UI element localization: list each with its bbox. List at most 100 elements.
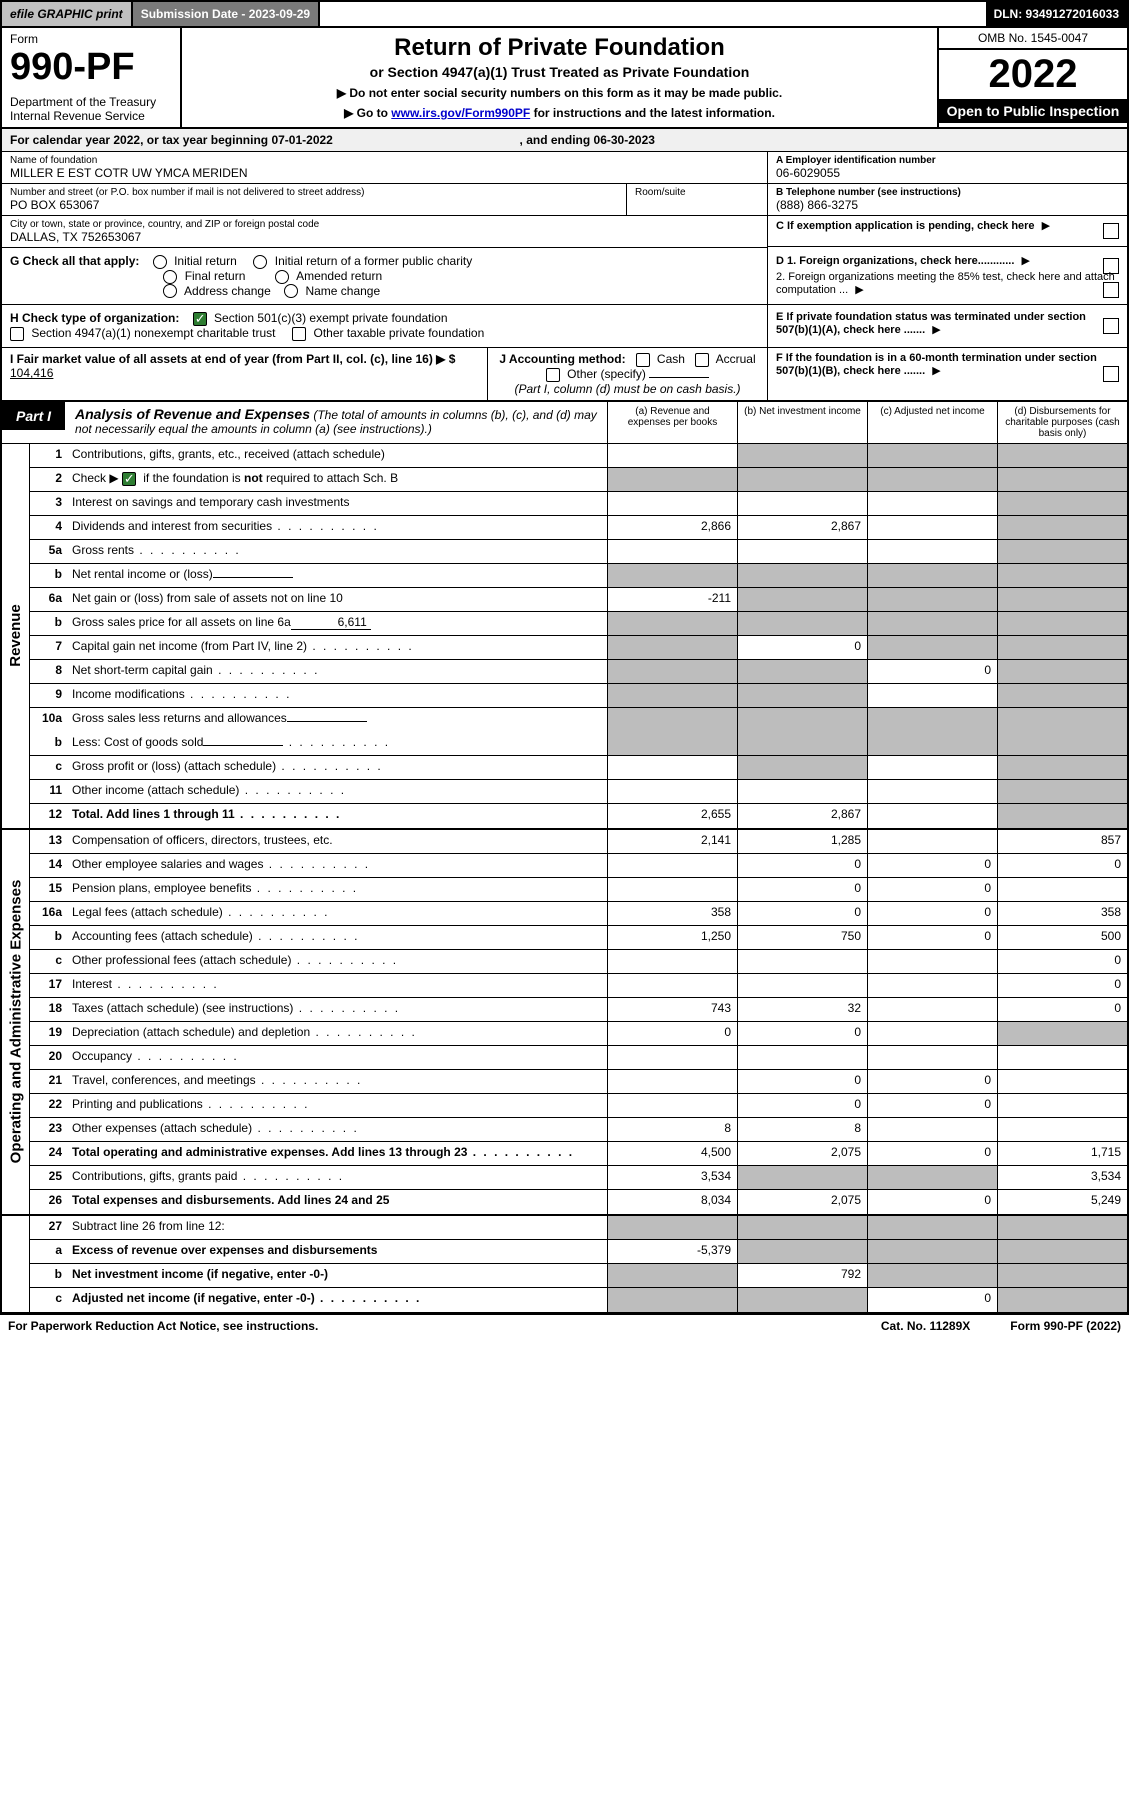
value-cell bbox=[867, 804, 997, 828]
value-cell bbox=[607, 444, 737, 467]
d1-checkbox[interactable] bbox=[1103, 258, 1119, 274]
revenue-section: Revenue 1Contributions, gifts, grants, e… bbox=[0, 444, 1129, 830]
other-specify-input[interactable] bbox=[649, 377, 709, 378]
city-value: DALLAS, TX 752653067 bbox=[10, 230, 759, 244]
table-row: 4Dividends and interest from securities2… bbox=[30, 516, 1127, 540]
value-cell bbox=[737, 756, 867, 779]
value-cell bbox=[607, 612, 737, 635]
line-number: 2 bbox=[30, 468, 66, 491]
value-cell bbox=[867, 540, 997, 563]
line-description: Net short-term capital gain bbox=[66, 660, 607, 683]
g-opt-5: Name change bbox=[305, 284, 380, 298]
value-cell bbox=[997, 1022, 1127, 1045]
col-b-header: (b) Net investment income bbox=[737, 402, 867, 443]
fmv-value: 104,416 bbox=[10, 366, 53, 380]
value-cell bbox=[867, 998, 997, 1021]
arrow-icon: ▶ bbox=[1021, 254, 1029, 267]
line-description: Other professional fees (attach schedule… bbox=[66, 950, 607, 973]
cash-checkbox[interactable] bbox=[636, 353, 650, 367]
cal-pre: For calendar year 2022, or tax year begi… bbox=[10, 133, 271, 147]
501c3-checkbox[interactable] bbox=[193, 312, 207, 326]
line-number: 3 bbox=[30, 492, 66, 515]
value-cell: 0 bbox=[867, 660, 997, 683]
value-cell bbox=[607, 1094, 737, 1117]
f-checkbox[interactable] bbox=[1103, 366, 1119, 382]
efile-print-button[interactable]: efile GRAPHIC print bbox=[2, 2, 133, 26]
cal-mid: , and ending bbox=[520, 133, 594, 147]
line-number: 19 bbox=[30, 1022, 66, 1045]
value-cell: 743 bbox=[607, 998, 737, 1021]
value-cell: 32 bbox=[737, 998, 867, 1021]
j-opt-2: Other (specify) bbox=[567, 367, 646, 381]
value-cell bbox=[867, 708, 997, 732]
value-cell bbox=[607, 468, 737, 491]
table-row: 15Pension plans, employee benefits00 bbox=[30, 878, 1127, 902]
value-cell bbox=[867, 974, 997, 997]
line-number: 15 bbox=[30, 878, 66, 901]
j-opt-1: Accrual bbox=[716, 352, 756, 366]
line-number: a bbox=[30, 1240, 66, 1263]
line-description: Printing and publications bbox=[66, 1094, 607, 1117]
name-change-checkbox[interactable] bbox=[284, 284, 298, 298]
other-taxable-checkbox[interactable] bbox=[292, 327, 306, 341]
table-row: 18Taxes (attach schedule) (see instructi… bbox=[30, 998, 1127, 1022]
line-number: 26 bbox=[30, 1190, 66, 1214]
value-cell: 0 bbox=[867, 1142, 997, 1165]
section-h-e: H Check type of organization: Section 50… bbox=[0, 305, 1129, 348]
inline-value bbox=[203, 745, 283, 746]
value-cell bbox=[867, 684, 997, 707]
value-cell bbox=[997, 708, 1127, 732]
arrow-icon: ▶ bbox=[855, 283, 863, 296]
amended-return-checkbox[interactable] bbox=[275, 270, 289, 284]
table-row: bLess: Cost of goods sold bbox=[30, 732, 1127, 756]
other-method-checkbox[interactable] bbox=[546, 368, 560, 382]
form-footer-id: Form 990-PF (2022) bbox=[1010, 1319, 1121, 1333]
net-section: 27Subtract line 26 from line 12:aExcess … bbox=[0, 1216, 1129, 1314]
line-number: 24 bbox=[30, 1142, 66, 1165]
line-description: Interest on savings and temporary cash i… bbox=[66, 492, 607, 515]
exemption-checkbox[interactable] bbox=[1103, 223, 1119, 239]
value-cell: 1,285 bbox=[737, 830, 867, 853]
initial-return-former-checkbox[interactable] bbox=[253, 255, 267, 269]
h-checks: H Check type of organization: Section 50… bbox=[2, 305, 767, 347]
g-opt-3: Amended return bbox=[296, 269, 382, 283]
form990pf-link[interactable]: www.irs.gov/Form990PF bbox=[391, 106, 530, 120]
value-cell bbox=[997, 804, 1127, 828]
accrual-checkbox[interactable] bbox=[695, 353, 709, 367]
line-description: Income modifications bbox=[66, 684, 607, 707]
table-row: 24Total operating and administrative exp… bbox=[30, 1142, 1127, 1166]
city-cell: City or town, state or province, country… bbox=[2, 216, 767, 248]
table-row: 5aGross rents bbox=[30, 540, 1127, 564]
line-description: Occupancy bbox=[66, 1046, 607, 1069]
table-row: 23Other expenses (attach schedule)88 bbox=[30, 1118, 1127, 1142]
e-checkbox[interactable] bbox=[1103, 318, 1119, 334]
final-return-checkbox[interactable] bbox=[163, 270, 177, 284]
ein-value: 06-6029055 bbox=[776, 166, 1119, 180]
line-description: Less: Cost of goods sold bbox=[66, 732, 607, 755]
line-number: 16a bbox=[30, 902, 66, 925]
table-row: cOther professional fees (attach schedul… bbox=[30, 950, 1127, 974]
ein-label: A Employer identification number bbox=[776, 155, 1119, 166]
initial-return-checkbox[interactable] bbox=[153, 255, 167, 269]
line-description: Accounting fees (attach schedule) bbox=[66, 926, 607, 949]
table-row: 25Contributions, gifts, grants paid3,534… bbox=[30, 1166, 1127, 1190]
line-description: Gross profit or (loss) (attach schedule) bbox=[66, 756, 607, 779]
value-cell bbox=[997, 588, 1127, 611]
value-cell bbox=[607, 756, 737, 779]
4947a1-checkbox[interactable] bbox=[10, 327, 24, 341]
value-cell: 0 bbox=[997, 854, 1127, 877]
line-description: Gross sales price for all assets on line… bbox=[66, 612, 607, 635]
table-row: 10aGross sales less returns and allowanc… bbox=[30, 708, 1127, 732]
g-opt-1: Initial return of a former public charit… bbox=[275, 254, 472, 268]
omb-number: OMB No. 1545-0047 bbox=[939, 28, 1127, 50]
foundation-name-cell: Name of foundation MILLER E EST COTR UW … bbox=[2, 152, 767, 184]
value-cell bbox=[997, 780, 1127, 803]
addr-label: Number and street (or P.O. box number if… bbox=[10, 187, 618, 198]
address-change-checkbox[interactable] bbox=[163, 284, 177, 298]
table-row: 17Interest0 bbox=[30, 974, 1127, 998]
d2-checkbox[interactable] bbox=[1103, 282, 1119, 298]
schb-checkbox[interactable] bbox=[122, 472, 136, 486]
value-cell: 0 bbox=[737, 636, 867, 659]
form-title: Return of Private Foundation bbox=[192, 34, 927, 62]
arrow-icon: ▶ bbox=[932, 323, 940, 336]
